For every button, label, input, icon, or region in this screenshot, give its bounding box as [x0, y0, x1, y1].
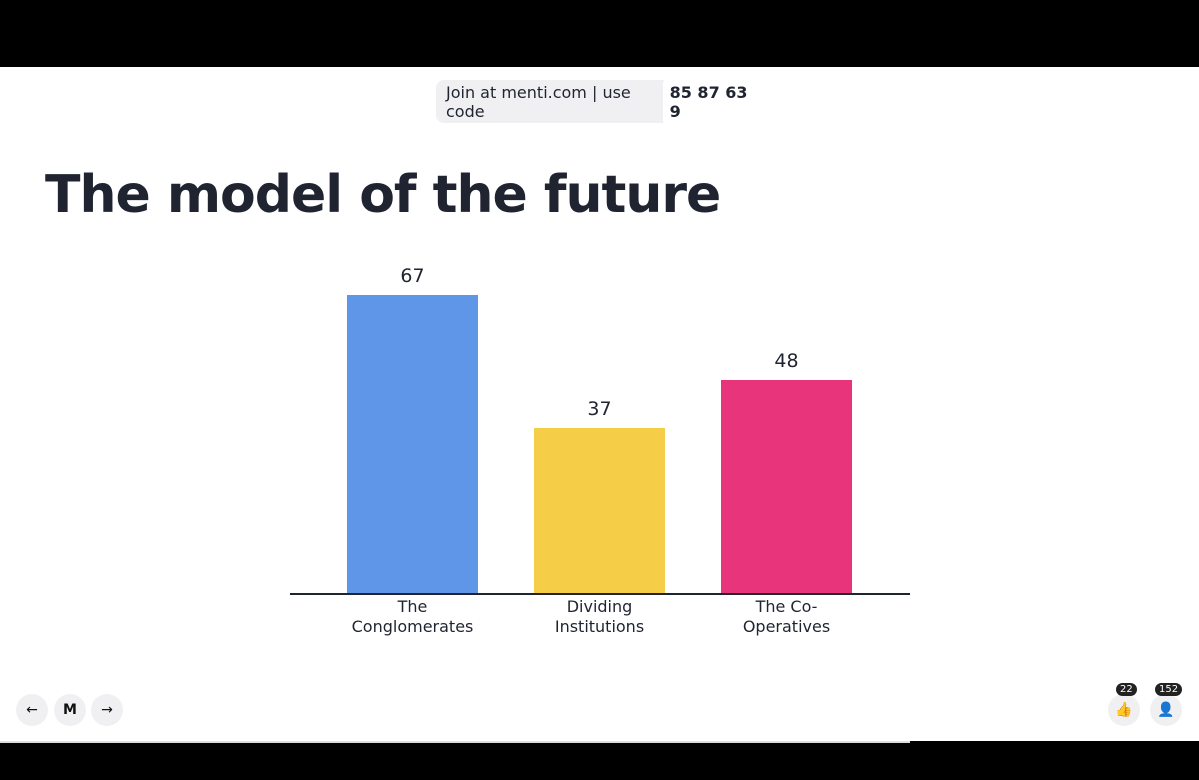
join-banner: Join at menti.com | use code 85 87 63 9: [436, 77, 763, 126]
category-label: The Conglomerates: [351, 597, 474, 636]
category-label: The Co-Operatives: [742, 597, 831, 636]
progress-line: [0, 741, 910, 743]
participants-button[interactable]: 👤: [1150, 694, 1182, 726]
baseline: [290, 593, 910, 595]
chart-title: The model of the future: [45, 165, 721, 225]
value-label: 48: [774, 349, 799, 372]
bar: [534, 428, 665, 593]
next-button[interactable]: →: [91, 694, 123, 726]
slide: Join at menti.com | use code 85 87 63 9 …: [0, 67, 1199, 741]
participant-count: 152: [1155, 683, 1183, 696]
value-label: 37: [587, 398, 612, 421]
value-label: 67: [400, 265, 425, 287]
join-code: 85 87 63 9: [662, 77, 763, 126]
like-button[interactable]: 👍: [1108, 694, 1140, 726]
like-count: 22: [1116, 683, 1137, 696]
category-label: Dividing Institutions: [554, 597, 645, 636]
chart: 67 The Conglomerates 37 Dividing Institutio…: [0, 67, 1199, 741]
bar: [347, 295, 478, 593]
bar: [721, 379, 852, 593]
prev-button[interactable]: ←: [16, 694, 48, 726]
menu-button[interactable]: M: [54, 694, 86, 726]
join-text: Join at menti.com | use code: [446, 82, 631, 121]
